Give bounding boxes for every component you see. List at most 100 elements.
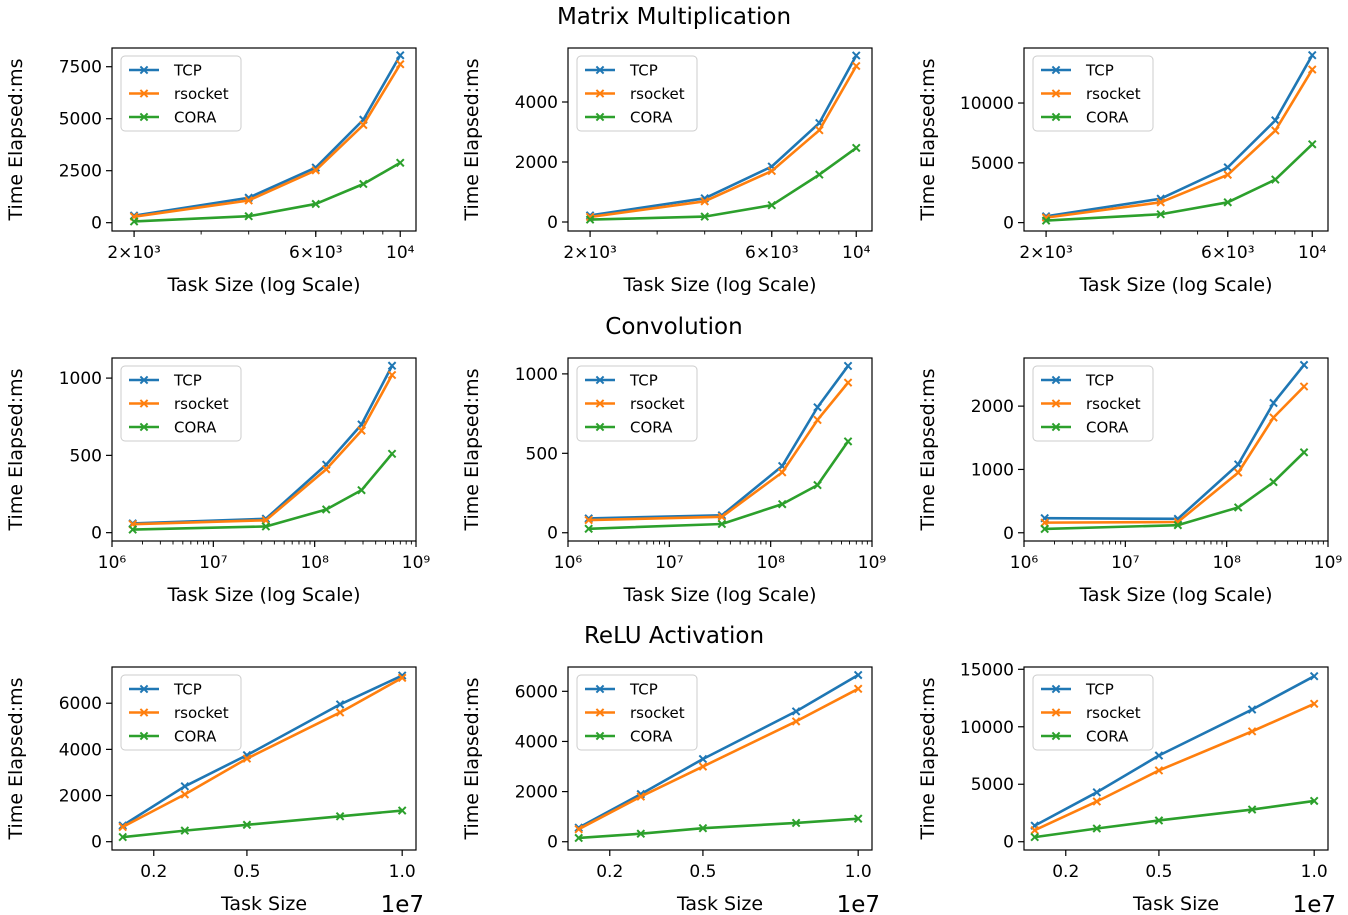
legend-label-cora: CORA [630,109,673,127]
legend: TCP rsocket CORA [1032,674,1154,751]
x-tick-label: 0.5 [1145,862,1172,882]
legend-label-rsocket: rsocket [630,85,685,103]
y-axis-label: Time Elapsed:ms [461,59,483,222]
x-tick-label: 6×10³ [745,243,799,263]
y-tick-label: 2500 [59,162,102,182]
data-point-tcp [387,361,397,371]
y-tick-label: 4000 [515,93,558,113]
y-tick-label: 0 [91,524,102,544]
data-point-cora [1156,209,1166,219]
legend-marker [1051,708,1061,717]
y-tick-label: 6000 [59,694,102,714]
legend: TCP rsocket CORA [576,674,698,751]
legend-label-cora: CORA [630,728,673,746]
legend-marker [1051,375,1061,385]
legend-marker [1051,399,1061,408]
data-point-tcp [791,707,801,716]
y-tick-label: 0 [547,213,558,233]
legend-label-cora: CORA [1086,419,1129,437]
y-tick-label: 5000 [59,110,102,130]
y-tick-label: 7500 [59,58,102,78]
x-tick-label: 10⁶ [554,553,583,573]
legend-label-rsocket: rsocket [174,395,229,413]
x-tick-label: 10⁸ [1212,553,1241,573]
data-point-rsocket [813,415,822,425]
y-tick-label: 5000 [971,154,1014,174]
legend-label-tcp: TCP [1085,681,1114,699]
y-axis-label: Time Elapsed:ms [917,59,939,222]
x-tick-label: 1.0 [389,862,416,882]
data-point-rsocket [321,464,331,474]
x-axis-label: Task Size (log Scale) [1078,584,1272,606]
data-point-cora [698,823,708,833]
y-tick-label: 0 [547,833,558,853]
x-axis-label: Task Size [220,893,307,915]
data-point-tcp [698,754,708,764]
legend: TCP rsocket CORA [1032,365,1154,442]
x-tick-label: 2×10³ [1019,243,1073,263]
subplot-2-2: 0.2 0.5 1.0 0 5000 10000 15000 Task Size Time El… [917,660,1336,915]
data-point-tcp [851,51,861,60]
data-point-rsocket [1269,413,1278,422]
x-tick-label: 10⁹ [1314,553,1343,573]
legend-marker [139,708,149,717]
legend-label-tcp: TCP [173,681,202,699]
legend-marker [595,422,605,432]
data-point-rsocket [359,120,368,130]
data-point-rsocket [767,166,777,176]
y-tick-label: 0 [91,214,102,234]
data-point-cora [585,215,595,224]
subplot-0-1: 2×10³ 6×10³ 10⁴ 0 2000 4000 Task Size (log Sca… [461,47,873,296]
data-point-cora [244,211,254,221]
legend-label-rsocket: rsocket [1086,704,1141,722]
data-point-rsocket [118,822,128,832]
data-point-cora [1299,448,1309,457]
data-point-tcp [1092,787,1102,797]
legend-box [120,674,242,751]
legend-box [576,55,698,132]
data-point-tcp [1271,116,1280,125]
y-tick-label: 5000 [971,775,1014,795]
data-point-cora [261,522,271,531]
data-point-cora [717,519,727,529]
data-point-cora [1271,175,1280,184]
legend-box [120,55,242,132]
legend-box [576,674,698,751]
legend-marker [595,65,605,75]
data-point-rsocket [851,61,861,71]
data-point-cora [129,217,139,226]
data-point-rsocket [843,378,853,387]
data-point-rsocket [853,684,863,694]
subplot-1-1: 10⁶ 10⁷ 10⁸ 10⁹ 0 500 1000 Task Size (log Scale… [461,357,886,606]
data-point-rsocket [1030,825,1040,835]
x-axis-label: Task Size (log Scale) [1078,274,1272,296]
legend-label-cora: CORA [1086,728,1129,746]
data-point-tcp [843,361,853,371]
data-point-cora [584,524,593,534]
y-axis-label: Time Elapsed:ms [5,678,27,841]
data-point-rsocket [1309,699,1319,709]
row-title-matrix-multiplication: Matrix Multiplication [557,4,791,30]
data-point-rsocket [1271,126,1280,135]
y-tick-label: 0 [1003,524,1014,544]
legend-label-tcp: TCP [173,372,202,390]
y-tick-label: 1000 [59,369,102,389]
data-point-cora [1154,816,1164,825]
x-tick-label: 0.2 [1052,862,1079,882]
legend-label-cora: CORA [174,728,217,746]
y-tick-label: 500 [70,446,102,466]
x-axis-label: Task Size (log Scale) [622,584,816,606]
data-point-cora [359,179,368,189]
plot-frame [1023,357,1329,542]
data-point-rsocket [1154,766,1164,775]
y-axis-label: Time Elapsed:ms [5,369,27,532]
data-point-cora [1247,805,1257,814]
x-axis-label: Task Size [676,893,763,915]
legend-marker [139,684,149,694]
data-point-rsocket [700,196,710,206]
x-tick-label: 10⁷ [655,553,684,573]
data-point-rsocket [1307,65,1317,74]
data-point-tcp [335,700,345,709]
data-point-tcp [813,402,822,412]
data-point-rsocket [395,59,405,69]
